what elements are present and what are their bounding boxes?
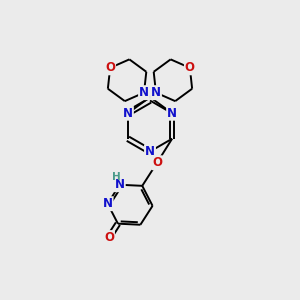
Text: O: O [105,61,115,74]
Text: N: N [115,178,125,191]
Text: O: O [152,156,162,169]
Text: N: N [145,145,155,158]
Text: N: N [103,197,112,210]
Text: N: N [139,86,149,99]
Text: N: N [123,107,133,120]
Text: O: O [104,231,114,244]
Text: O: O [185,61,195,74]
Text: N: N [151,86,161,99]
Text: H: H [112,172,120,182]
Text: N: N [167,107,177,120]
